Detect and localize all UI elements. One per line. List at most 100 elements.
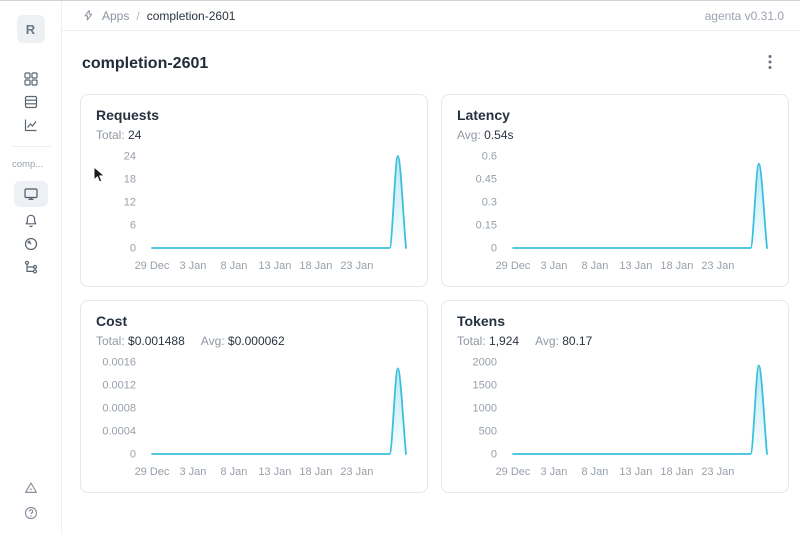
stat-value: $0.000062 [227,334,285,348]
requests-card: Requests Total: 24 0 6 12 18 24 29 Dec 3 Jan 8 … [80,94,428,287]
breadcrumb-apps-link[interactable]: Apps [102,8,130,23]
svg-text:29 Dec: 29 Dec [135,260,170,272]
svg-text:6: 6 [130,220,136,232]
svg-text:12: 12 [124,197,136,209]
sidebar-item-help[interactable] [14,501,48,524]
svg-text:0.0012: 0.0012 [102,380,136,392]
endpoints-gauge-icon [23,236,39,252]
metric-cards-grid: Requests Total: 24 0 6 12 18 24 29 Dec 3 Jan 8 … [62,77,800,493]
card-title: Requests [96,107,160,123]
svg-text:8 Jan: 8 Jan [581,466,608,478]
sidebar-item-traces[interactable] [14,255,48,278]
svg-text:1000: 1000 [473,403,497,415]
stat-label: Avg: [457,128,481,142]
sidebar-item-endpoints[interactable] [14,232,48,255]
sidebar-item-registry[interactable] [14,90,48,113]
sidebar-divider [10,146,51,147]
svg-text:8 Jan: 8 Jan [220,260,247,272]
svg-text:0.3: 0.3 [482,197,497,209]
main-content: Apps / completion-2601 agenta v0.31.0 co… [62,1,800,534]
version-label: agenta v0.31.0 [704,8,784,23]
card-title: Tokens [457,313,505,329]
svg-text:29 Dec: 29 Dec [496,466,531,478]
traces-tree-icon [23,259,39,275]
svg-text:0.6: 0.6 [482,151,497,163]
svg-text:18 Jan: 18 Jan [660,466,693,478]
app-section-label: comp... [12,159,44,170]
svg-text:0.15: 0.15 [476,220,497,232]
stat-value: 1,924 [489,334,520,348]
svg-text:0: 0 [491,243,497,255]
card-stats: Total: 24 [96,127,412,143]
svg-text:8 Jan: 8 Jan [581,260,608,272]
svg-text:23 Jan: 23 Jan [701,260,734,272]
svg-text:0.0004: 0.0004 [102,426,136,438]
stat-label: Total: [96,334,125,348]
cost-chart: 0 0.0004 0.0008 0.0012 0.0016 29 Dec 3 Jan 8 Ja… [96,354,412,487]
svg-text:23 Jan: 23 Jan [340,260,373,272]
svg-text:0: 0 [491,449,497,461]
notifications-bell-icon [23,213,39,229]
svg-text:3 Jan: 3 Jan [180,466,207,478]
observability-chart-icon [23,117,39,133]
svg-text:23 Jan: 23 Jan [701,466,734,478]
svg-text:0: 0 [130,243,136,255]
top-bar: Apps / completion-2601 agenta v0.31.0 [62,1,800,31]
sidebar-footer [14,474,48,534]
svg-text:18 Jan: 18 Jan [660,260,693,272]
stat-label: Avg: [535,334,559,348]
sidebar-item-observability[interactable] [14,113,48,136]
sidebar-item-overview[interactable] [13,181,48,207]
svg-text:24: 24 [124,151,136,163]
stat-value: $0.001488 [128,334,185,348]
sidebar-item-alerts[interactable] [14,476,48,499]
svg-text:3 Jan: 3 Jan [541,260,568,272]
latency-card: Latency Avg: 0.54s 0 0.15 0.3 0.45 0.6 29 Dec… [441,94,789,287]
breadcrumb: Apps / completion-2601 [82,9,235,23]
card-title: Cost [96,313,128,329]
svg-text:0.0016: 0.0016 [102,357,136,369]
svg-text:23 Jan: 23 Jan [340,466,373,478]
card-stats: Total: 1,924 Avg: 80.17 [457,333,773,349]
svg-text:29 Dec: 29 Dec [135,466,170,478]
svg-text:0.45: 0.45 [476,174,497,186]
svg-text:1500: 1500 [473,380,497,392]
card-stats: Avg: 0.54s [457,127,773,143]
alerts-triangle-icon [23,480,39,496]
card-stats: Total: $0.001488 Avg: $0.000062 [96,333,412,349]
page-menu-button[interactable] [762,50,778,77]
svg-text:0: 0 [130,449,136,461]
sidebar-item-apps[interactable] [14,67,48,90]
workspace-avatar[interactable]: R [16,15,45,43]
page-title: completion-2601 [82,54,209,72]
breadcrumb-separator: / [136,8,140,23]
svg-text:13 Jan: 13 Jan [619,466,652,478]
stat-label: Total: [96,128,125,142]
stat-value: 80.17 [562,334,593,348]
page-header: completion-2601 [62,31,800,77]
svg-text:2000: 2000 [473,357,497,369]
tokens-chart: 0 500 1000 1500 2000 29 Dec 3 Jan 8 Jan 13 Jan 18… [457,354,773,487]
stat-label: Avg: [200,334,225,348]
cost-card: Cost Total: $0.001488 Avg: $0.000062 0 0.… [80,300,428,493]
svg-text:13 Jan: 13 Jan [619,260,652,272]
apps-grid-icon [23,71,39,87]
svg-text:500: 500 [479,426,497,438]
kebab-menu-icon [768,54,772,73]
sidebar-item-notifications[interactable] [14,209,48,232]
overview-monitor-icon [23,186,39,202]
tokens-card: Tokens Total: 1,924 Avg: 80.17 0 500 1000 1… [441,300,789,493]
svg-text:29 Dec: 29 Dec [496,260,531,272]
bolt-icon [82,9,95,22]
svg-text:0.0008: 0.0008 [102,403,136,415]
help-question-icon [23,505,39,521]
svg-text:18 Jan: 18 Jan [299,260,332,272]
stat-value: 0.54s [484,128,514,142]
svg-text:18: 18 [124,174,136,186]
latency-chart: 0 0.15 0.3 0.45 0.6 29 Dec 3 Jan 8 Jan 13 Jan 18 … [457,148,773,281]
svg-text:18 Jan: 18 Jan [299,466,332,478]
stat-label: Total: [457,334,486,348]
card-title: Latency [457,107,510,123]
registry-table-icon [23,94,39,110]
